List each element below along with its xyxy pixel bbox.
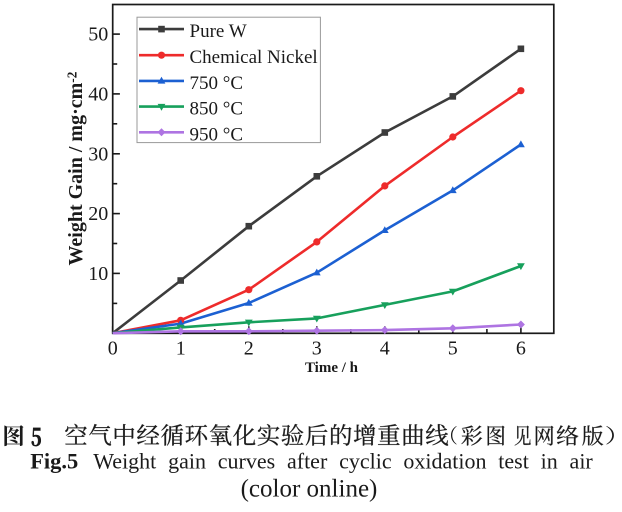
svg-text:(color online): (color online) (241, 476, 378, 503)
svg-text:2: 2 (244, 338, 254, 360)
svg-text:0: 0 (108, 338, 118, 360)
svg-text:Time / h: Time / h (305, 360, 359, 376)
svg-text:10: 10 (88, 263, 108, 285)
svg-text:Chemical Nickel: Chemical Nickel (190, 47, 318, 68)
svg-text:750 °C: 750 °C (190, 73, 244, 94)
svg-text:3: 3 (312, 338, 322, 360)
svg-text:5: 5 (448, 338, 458, 360)
svg-text:4: 4 (380, 338, 390, 360)
svg-text:40: 40 (88, 84, 108, 106)
svg-text:Weight gain curves after cycli: Weight gain curves after cyclic oxidatio… (93, 448, 593, 473)
svg-text:850 °C: 850 °C (190, 99, 244, 120)
svg-text:30: 30 (88, 143, 108, 165)
svg-text:20: 20 (88, 203, 108, 225)
svg-text:50: 50 (88, 24, 108, 46)
svg-text:Pure W: Pure W (190, 21, 247, 42)
svg-text:1: 1 (176, 338, 186, 360)
svg-text:950 °C: 950 °C (190, 124, 244, 145)
svg-text:Fig.5: Fig.5 (30, 449, 78, 474)
svg-text:6: 6 (516, 338, 526, 360)
svg-text:Weight Gain / mg·cm-2: Weight Gain / mg·cm-2 (65, 71, 88, 265)
